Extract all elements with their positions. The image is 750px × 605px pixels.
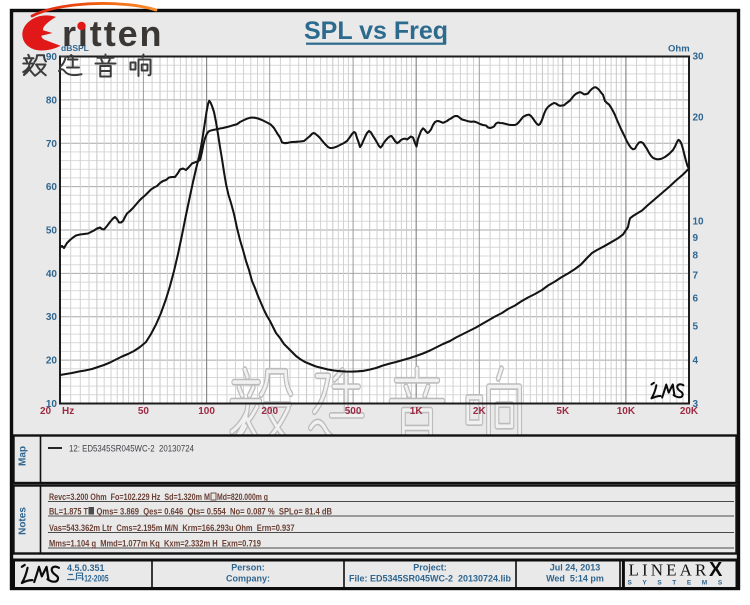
svg-text:50: 50 (138, 406, 150, 417)
svg-text:Ohm: Ohm (668, 44, 690, 55)
svg-text:2K: 2K (473, 406, 487, 417)
svg-text:10: 10 (46, 399, 58, 410)
svg-text:20K: 20K (680, 406, 699, 417)
svg-text:500: 500 (345, 406, 362, 417)
svg-text:File: ED5345SR045WC-2 2013072: File: ED5345SR045WC-2 20130724.lib (349, 574, 512, 584)
svg-text:4.5.0.351: 4.5.0.351 (67, 563, 105, 573)
svg-text:4: 4 (693, 356, 699, 367)
svg-text:Mms=1.104 g Mmd=1.077m Kg Kx: Mms=1.104 g Mmd=1.077m Kg Kxm=2.332m H E… (49, 539, 261, 550)
svg-text:12: ED5345SR045WC-2 20130724: 12: ED5345SR045WC-2 20130724 (69, 444, 194, 455)
svg-text:Company:: Company: (226, 574, 270, 584)
svg-text:dBSPL: dBSPL (61, 43, 89, 53)
svg-text:10: 10 (693, 217, 705, 228)
svg-text:SYSTEMS: SYSTEMS (628, 580, 733, 587)
svg-text:40: 40 (46, 269, 58, 280)
svg-text:60: 60 (46, 182, 58, 193)
svg-text:90: 90 (46, 52, 58, 63)
svg-text:LINEAR: LINEAR (629, 561, 710, 580)
svg-text:Qms= 3.869 Qes= 0.646 Qts= 0: Qms= 3.869 Qes= 0.646 Qts= 0.554 No= 0.0… (97, 507, 333, 518)
svg-text:Revc=3.200 Ohm Fo=102.229 Hz: Revc=3.200 Ohm Fo=102.229 Hz Sd=1.320m M (49, 492, 210, 503)
svg-text:Person:: Person: (231, 563, 265, 573)
svg-text:SPL vs Freq: SPL vs Freq (304, 17, 448, 45)
svg-text:20: 20 (40, 406, 52, 417)
svg-text:Md=820.000m g: Md=820.000m g (217, 492, 268, 503)
svg-text:3: 3 (693, 399, 699, 410)
svg-text:BL=1.875 T: BL=1.875 T (49, 507, 88, 518)
svg-text:Project:: Project: (413, 563, 447, 573)
svg-text:100: 100 (198, 406, 215, 417)
svg-text:30: 30 (693, 52, 705, 63)
svg-text:Hz: Hz (62, 406, 74, 417)
svg-text:5: 5 (693, 322, 699, 333)
svg-text:10K: 10K (617, 406, 636, 417)
svg-text:Notes: Notes (18, 507, 29, 535)
svg-text:20: 20 (46, 356, 58, 367)
svg-text:70: 70 (46, 139, 58, 150)
svg-text:-12-2005: -12-2005 (82, 574, 109, 584)
svg-text:9: 9 (693, 233, 699, 244)
svg-text:Wed 5:14 pm: Wed 5:14 pm (546, 574, 604, 584)
svg-text:1K: 1K (410, 406, 424, 417)
svg-text:X: X (709, 559, 723, 581)
svg-text:30: 30 (46, 312, 58, 323)
svg-text:20: 20 (693, 113, 705, 124)
svg-text:7: 7 (693, 271, 699, 282)
svg-text:rıtten: rıtten (62, 13, 163, 54)
svg-text:80: 80 (46, 95, 58, 106)
svg-text:5K: 5K (556, 406, 570, 417)
svg-text:6: 6 (693, 294, 699, 305)
svg-text:Vas=543.362m Ltr Cms=2.195m M: Vas=543.362m Ltr Cms=2.195m M/N Krm=166.… (49, 523, 295, 534)
svg-text:200: 200 (261, 406, 278, 417)
svg-text:Map: Map (18, 446, 29, 466)
svg-text:Jul 24, 2013: Jul 24, 2013 (550, 563, 601, 573)
svg-text:50: 50 (46, 226, 58, 237)
svg-text:8: 8 (693, 251, 699, 262)
